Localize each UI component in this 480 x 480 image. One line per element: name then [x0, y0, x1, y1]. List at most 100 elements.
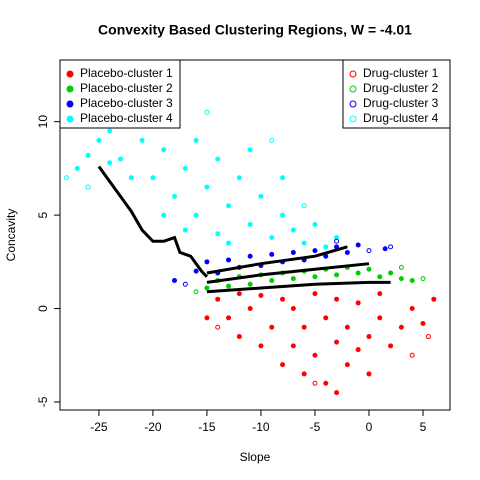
point	[280, 296, 286, 302]
point	[409, 352, 415, 358]
point	[334, 238, 340, 244]
point	[355, 242, 361, 248]
point	[312, 291, 318, 297]
point	[182, 165, 188, 171]
boundary-line	[206, 262, 370, 284]
legend-label: Placebo-cluster 4	[80, 111, 173, 125]
point	[269, 278, 275, 284]
y-tick-label: -5	[36, 396, 50, 407]
point	[193, 212, 199, 218]
x-tick-label: -20	[144, 420, 162, 434]
point	[290, 276, 296, 282]
boundary-line	[97, 165, 209, 278]
point	[409, 306, 415, 312]
point	[420, 276, 426, 282]
point	[236, 291, 242, 297]
legend-label: Placebo-cluster 2	[80, 81, 173, 95]
point	[377, 291, 383, 297]
point	[193, 268, 199, 274]
point	[161, 212, 167, 218]
point	[398, 264, 404, 270]
point	[355, 270, 361, 276]
point	[398, 324, 404, 330]
boundary-line	[206, 280, 391, 294]
point	[117, 156, 123, 162]
point	[128, 175, 134, 181]
point	[301, 324, 307, 330]
point	[204, 184, 210, 190]
point	[280, 175, 286, 181]
legend-marker	[349, 85, 357, 93]
point	[323, 244, 329, 250]
point	[215, 296, 221, 302]
point	[366, 371, 372, 377]
point	[247, 147, 253, 153]
point	[139, 137, 145, 143]
point	[247, 281, 253, 287]
x-tick-label: -15	[198, 420, 216, 434]
point	[215, 156, 221, 162]
point	[388, 270, 394, 276]
point	[388, 244, 394, 250]
y-tick-label: 5	[36, 211, 50, 218]
point	[366, 334, 372, 340]
legend-marker	[349, 100, 357, 108]
legend-marker	[349, 115, 357, 123]
point	[269, 251, 275, 257]
y-tick-label: 10	[36, 115, 50, 129]
point	[258, 343, 264, 349]
point	[107, 160, 113, 166]
legend-label: Drug-cluster 4	[363, 111, 439, 125]
point	[226, 283, 232, 289]
point	[355, 300, 361, 306]
point	[280, 212, 286, 218]
point	[85, 184, 91, 190]
point	[269, 235, 275, 241]
point	[236, 175, 242, 181]
point	[312, 248, 318, 254]
point	[96, 137, 102, 143]
point	[85, 152, 91, 158]
point	[334, 339, 340, 345]
point	[236, 334, 242, 340]
point	[74, 165, 80, 171]
point	[215, 231, 221, 237]
point	[420, 320, 426, 326]
point	[204, 315, 210, 321]
legend-box	[59, 59, 181, 129]
point	[290, 306, 296, 312]
point	[323, 315, 329, 321]
legend-label: Placebo-cluster 3	[80, 96, 173, 110]
point	[312, 352, 318, 358]
point	[269, 324, 275, 330]
point	[226, 315, 232, 321]
point	[226, 257, 232, 263]
point	[388, 343, 394, 349]
point	[312, 221, 318, 227]
point	[323, 380, 329, 386]
point	[398, 276, 404, 282]
point	[193, 289, 199, 295]
point	[63, 175, 69, 181]
legend-marker	[66, 85, 74, 93]
point	[425, 334, 431, 340]
legend-label: Placebo-cluster 1	[80, 66, 173, 80]
point	[247, 221, 253, 227]
point	[366, 266, 372, 272]
legend-label: Drug-cluster 1	[363, 66, 439, 80]
legend-marker	[66, 100, 74, 108]
point	[182, 227, 188, 233]
legend-label: Drug-cluster 2	[363, 81, 439, 95]
point	[258, 193, 264, 199]
point	[301, 203, 307, 209]
boundary-line	[206, 245, 348, 275]
point	[215, 324, 221, 330]
x-axis-label: Slope	[240, 450, 271, 464]
y-axis-label: Concavity	[4, 209, 18, 262]
x-tick-label: -10	[252, 420, 270, 434]
point	[258, 292, 264, 298]
point	[226, 203, 232, 209]
point	[431, 296, 437, 302]
legend-marker	[349, 70, 357, 78]
